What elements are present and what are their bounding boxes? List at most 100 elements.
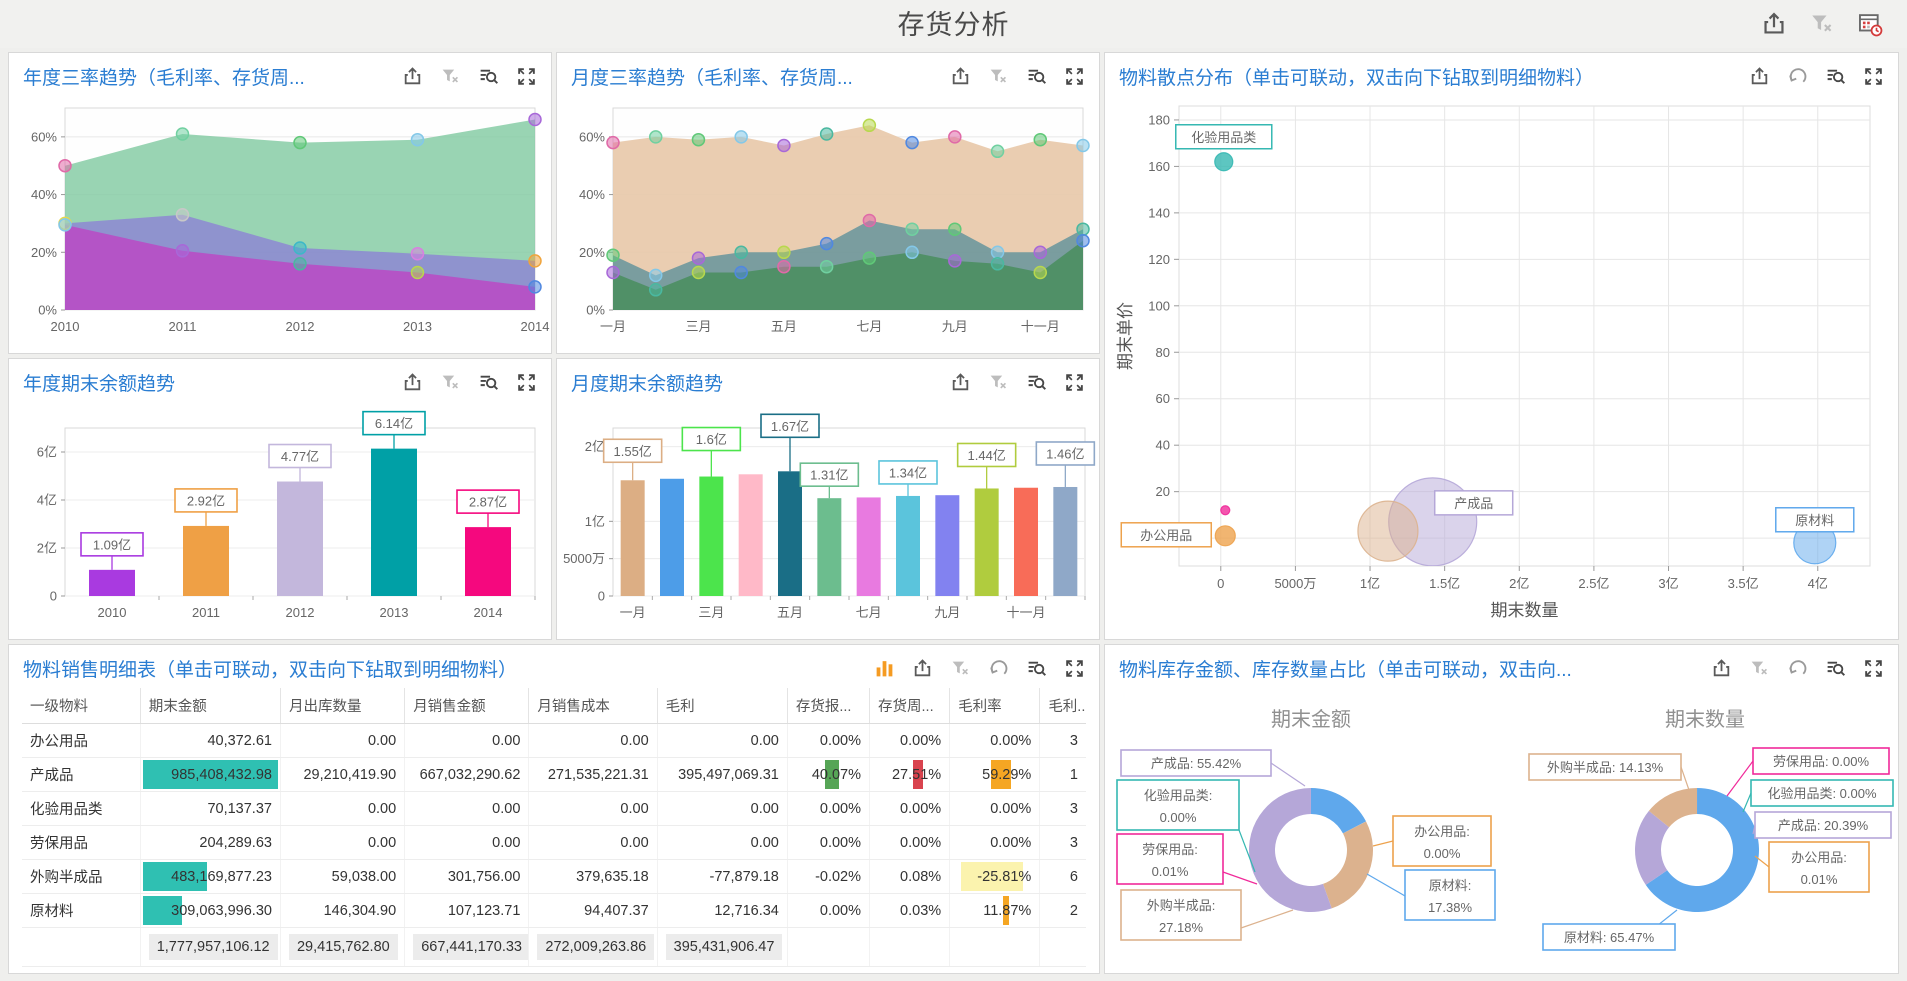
export-icon[interactable]: [402, 372, 423, 393]
table-row[interactable]: 外购半成品 483,169,877.23 59,038.00 301,756.00 37…: [22, 859, 1086, 894]
total-cell: 29,415,762.80: [279, 927, 405, 967]
export-icon[interactable]: [950, 66, 971, 87]
expand-icon[interactable]: [516, 66, 537, 87]
column-header[interactable]: 一级物料: [22, 688, 141, 724]
svg-text:2011: 2011: [192, 605, 220, 620]
percent-highlight-bar: [1003, 896, 1010, 925]
table-header-row: 一级物料 期末金额 月出库数量 月销售金额 月销售成本 毛利 存货报... 存货周... 毛利率…: [22, 688, 1086, 724]
table-row[interactable]: 产成品 985,408,432.98 29,210,419.90 667,032,29…: [22, 757, 1086, 792]
svg-text:120: 120: [1148, 252, 1170, 267]
clear-filter-icon[interactable]: [440, 66, 461, 87]
table-cell: 29,210,419.90: [279, 757, 405, 792]
expand-icon[interactable]: [1863, 66, 1884, 87]
svg-text:17.38%: 17.38%: [1428, 900, 1473, 915]
table-row[interactable]: 办公用品 40,372.61 0.00 0.00 0.00 0.00 0.00% 0.00% 0…: [22, 723, 1086, 758]
table-cell: 0.00%: [949, 723, 1040, 758]
column-header[interactable]: 月销售金额: [404, 688, 529, 724]
monthly-rates-chart[interactable]: 0% 20% 40% 60% 一月 三月 五月 七月 九月 十一月: [557, 92, 1099, 344]
svg-text:6.14亿: 6.14亿: [375, 416, 413, 431]
table-cell: 0.03%: [869, 893, 950, 928]
clear-filter-icon[interactable]: [1749, 658, 1770, 679]
table-cell: 0.00%: [949, 825, 1040, 860]
columns-icon[interactable]: [874, 658, 895, 679]
svg-text:一月: 一月: [620, 605, 646, 620]
svg-text:原材料: 原材料: [1795, 513, 1834, 528]
expand-icon[interactable]: [1064, 658, 1085, 679]
svg-text:办公用品:: 办公用品:: [1414, 824, 1470, 839]
clear-filter-icon[interactable]: [950, 658, 971, 679]
column-header[interactable]: 月出库数量: [279, 688, 405, 724]
clear-filter-icon[interactable]: [988, 372, 1009, 393]
svg-text:产成品: 55.42%: 产成品: 55.42%: [1151, 756, 1242, 771]
svg-text:一月: 一月: [600, 319, 626, 334]
svg-text:0: 0: [50, 589, 57, 604]
svg-text:4亿: 4亿: [1808, 576, 1828, 591]
table-total-row: 1,777,957,106.12 29,415,762.80 667,441,170…: [22, 927, 1086, 967]
total-cell: 1,777,957,106.12: [139, 927, 281, 967]
svg-text:180: 180: [1148, 112, 1170, 127]
export-icon[interactable]: [1761, 11, 1787, 37]
edit-query-icon[interactable]: [1026, 66, 1047, 87]
clear-filter-icon[interactable]: [440, 372, 461, 393]
edit-query-icon[interactable]: [478, 66, 499, 87]
svg-text:4亿: 4亿: [37, 493, 57, 508]
table-cell: 0.00: [656, 825, 788, 860]
edit-query-icon[interactable]: [1026, 658, 1047, 679]
undo-icon[interactable]: [1787, 66, 1808, 87]
svg-text:20%: 20%: [31, 245, 57, 260]
table-cell: 0.00%: [949, 791, 1040, 826]
edit-query-icon[interactable]: [478, 372, 499, 393]
column-header[interactable]: 期末金额: [139, 688, 281, 724]
svg-text:2013: 2013: [380, 605, 409, 620]
column-header[interactable]: 毛利: [656, 688, 788, 724]
export-icon[interactable]: [1749, 66, 1770, 87]
edit-query-icon[interactable]: [1825, 658, 1846, 679]
table-cell: 59,038.00: [279, 859, 405, 894]
annual-rates-chart[interactable]: 0% 20% 40% 60% 2010 2011 2012 2013 2014: [9, 92, 551, 344]
panel-annual-rates: 年度三率趋势（毛利率、存货周... 0% 20% 40% 60% 2010 2011 201…: [8, 52, 552, 354]
panel-monthly-rates: 月度三率趋势（毛利率、存货周... 0% 20% 40% 60% 一月 三月 五月 七月 九月 十…: [556, 52, 1100, 354]
total-cell: [786, 927, 870, 967]
clear-filter-icon[interactable]: [1809, 11, 1835, 37]
material-scatter-chart[interactable]: 05000万1亿1.5亿2亿2.5亿3亿3.5亿4亿02040608010012…: [1105, 92, 1896, 628]
table-cell: 0.00%: [869, 825, 950, 860]
svg-text:九月: 九月: [934, 605, 960, 620]
page-title: 存货分析: [897, 10, 1010, 40]
table-cell: 40,372.61: [139, 723, 281, 758]
table-cell: 0.00: [656, 791, 788, 826]
edit-query-icon[interactable]: [1825, 66, 1846, 87]
table-cell: 2: [1039, 893, 1086, 928]
undo-icon[interactable]: [988, 658, 1009, 679]
expand-icon[interactable]: [1863, 658, 1884, 679]
export-icon[interactable]: [950, 372, 971, 393]
clear-filter-icon[interactable]: [988, 66, 1009, 87]
panel-title: 物料销售明细表（单击可联动，双击向下钻取到明细物料）: [23, 660, 518, 681]
column-header[interactable]: 存货周...: [869, 688, 950, 724]
donut-quantity-title: 期末数量: [1665, 709, 1745, 731]
export-icon[interactable]: [1711, 658, 1732, 679]
edit-query-icon[interactable]: [1026, 372, 1047, 393]
table-row[interactable]: 劳保用品 204,289.63 0.00 0.00 0.00 0.00 0.00% 0.00%…: [22, 825, 1086, 860]
export-icon[interactable]: [402, 66, 423, 87]
expand-icon[interactable]: [1064, 66, 1085, 87]
export-icon[interactable]: [912, 658, 933, 679]
calendar-clock-icon[interactable]: [1857, 11, 1883, 37]
table-cell: 667,032,290.62: [404, 757, 529, 792]
expand-icon[interactable]: [1064, 372, 1085, 393]
column-header[interactable]: 存货报...: [786, 688, 870, 724]
column-header[interactable]: 毛利...: [1039, 688, 1086, 724]
column-header[interactable]: 毛利率: [949, 688, 1040, 724]
undo-icon[interactable]: [1787, 658, 1808, 679]
svg-text:20: 20: [1156, 484, 1170, 499]
table-cell: 12,716.34: [656, 893, 788, 928]
column-header[interactable]: 月销售成本: [528, 688, 658, 724]
table-row[interactable]: 化验用品类 70,137.37 0.00 0.00 0.00 0.00 0.00% 0.00%…: [22, 791, 1086, 826]
table-row[interactable]: 原材料 309,063,996.30 146,304.90 107,123.71 94,…: [22, 893, 1086, 928]
svg-text:五月: 五月: [771, 319, 797, 334]
percent-highlight-bar: [961, 862, 1024, 891]
inventory-share-donuts[interactable]: 产成品: 55.42% 化验用品类: 0.00% 劳保用品: 0.01% 外购半成品: 27…: [1105, 724, 1896, 968]
table-cell: 外购半成品: [22, 859, 141, 894]
annual-balance-chart[interactable]: 0 2亿 4亿 6亿 2010 2011 2012 2013 2014 1.09亿 2.92亿 4.7…: [9, 398, 551, 632]
expand-icon[interactable]: [516, 372, 537, 393]
